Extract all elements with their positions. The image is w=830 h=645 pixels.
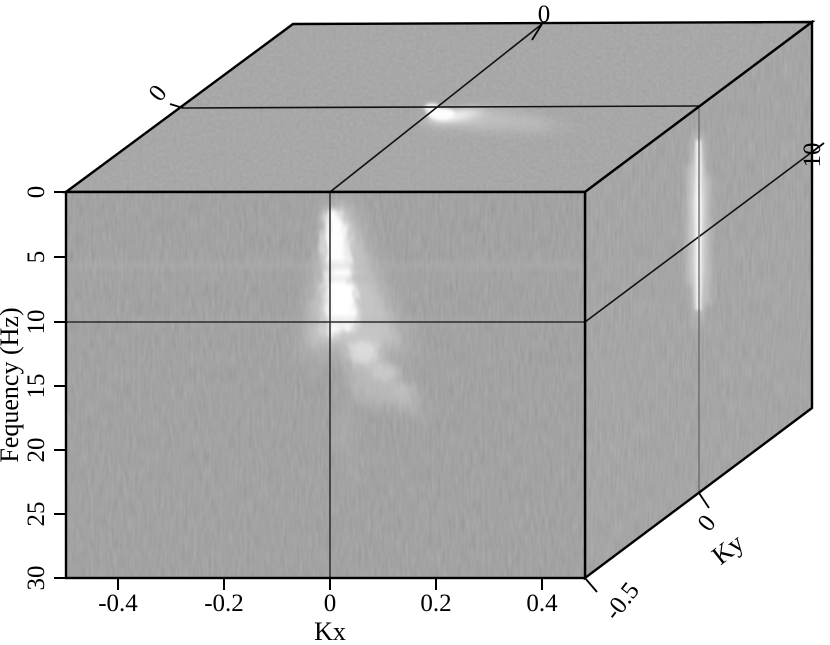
ytick-label-25: 25 — [23, 502, 50, 527]
xtick-label-04: 0.4 — [526, 590, 558, 617]
y-axis-tick-labels: 0 5 10 15 20 25 30 — [23, 186, 50, 591]
ytick-label-30: 30 — [23, 566, 50, 591]
ztick-label-0: 0 — [693, 510, 722, 536]
top-xtick-0 — [531, 23, 543, 41]
axis-ticks — [54, 23, 825, 593]
right-ytick-10 — [811, 142, 825, 153]
top-xtick-label-0: 0 — [538, 1, 551, 28]
top-gridline-kx-0 — [329, 23, 543, 193]
ytick-label-15: 15 — [23, 374, 50, 399]
top-face-energy-blob — [400, 102, 575, 134]
xtick-label-m04: -0.4 — [98, 590, 138, 617]
cube-face-front — [64, 190, 587, 580]
xtick-label-m05-corner: -0.5 — [599, 577, 645, 625]
ytick-label-0: 0 — [23, 186, 50, 199]
front-face-streak-5hz — [66, 262, 585, 269]
ytick-label-20: 20 — [23, 438, 50, 463]
top-gridline-ky-0 — [182, 105, 701, 109]
ytick-label-10: 10 — [23, 310, 50, 335]
top-ztick-label-0: 0 — [144, 80, 173, 106]
ytick-label-5: 5 — [23, 251, 50, 264]
top-ztick-0 — [169, 103, 184, 109]
xtick-label-0: 0 — [324, 590, 337, 617]
x-axis-title: Kx — [314, 617, 346, 645]
right-ytick-label-10: 10 — [799, 143, 826, 168]
xtick-m05-corner — [584, 577, 598, 593]
ztick-ky-0 — [698, 492, 710, 509]
xtick-label-02: 0.2 — [420, 590, 451, 617]
xtick-label-m02: -0.2 — [204, 590, 244, 617]
x-axis-tick-labels: -0.4 -0.2 0 0.2 0.4 -0.5 — [98, 577, 645, 625]
y-axis-title: Fequency (Hz) — [0, 307, 24, 462]
